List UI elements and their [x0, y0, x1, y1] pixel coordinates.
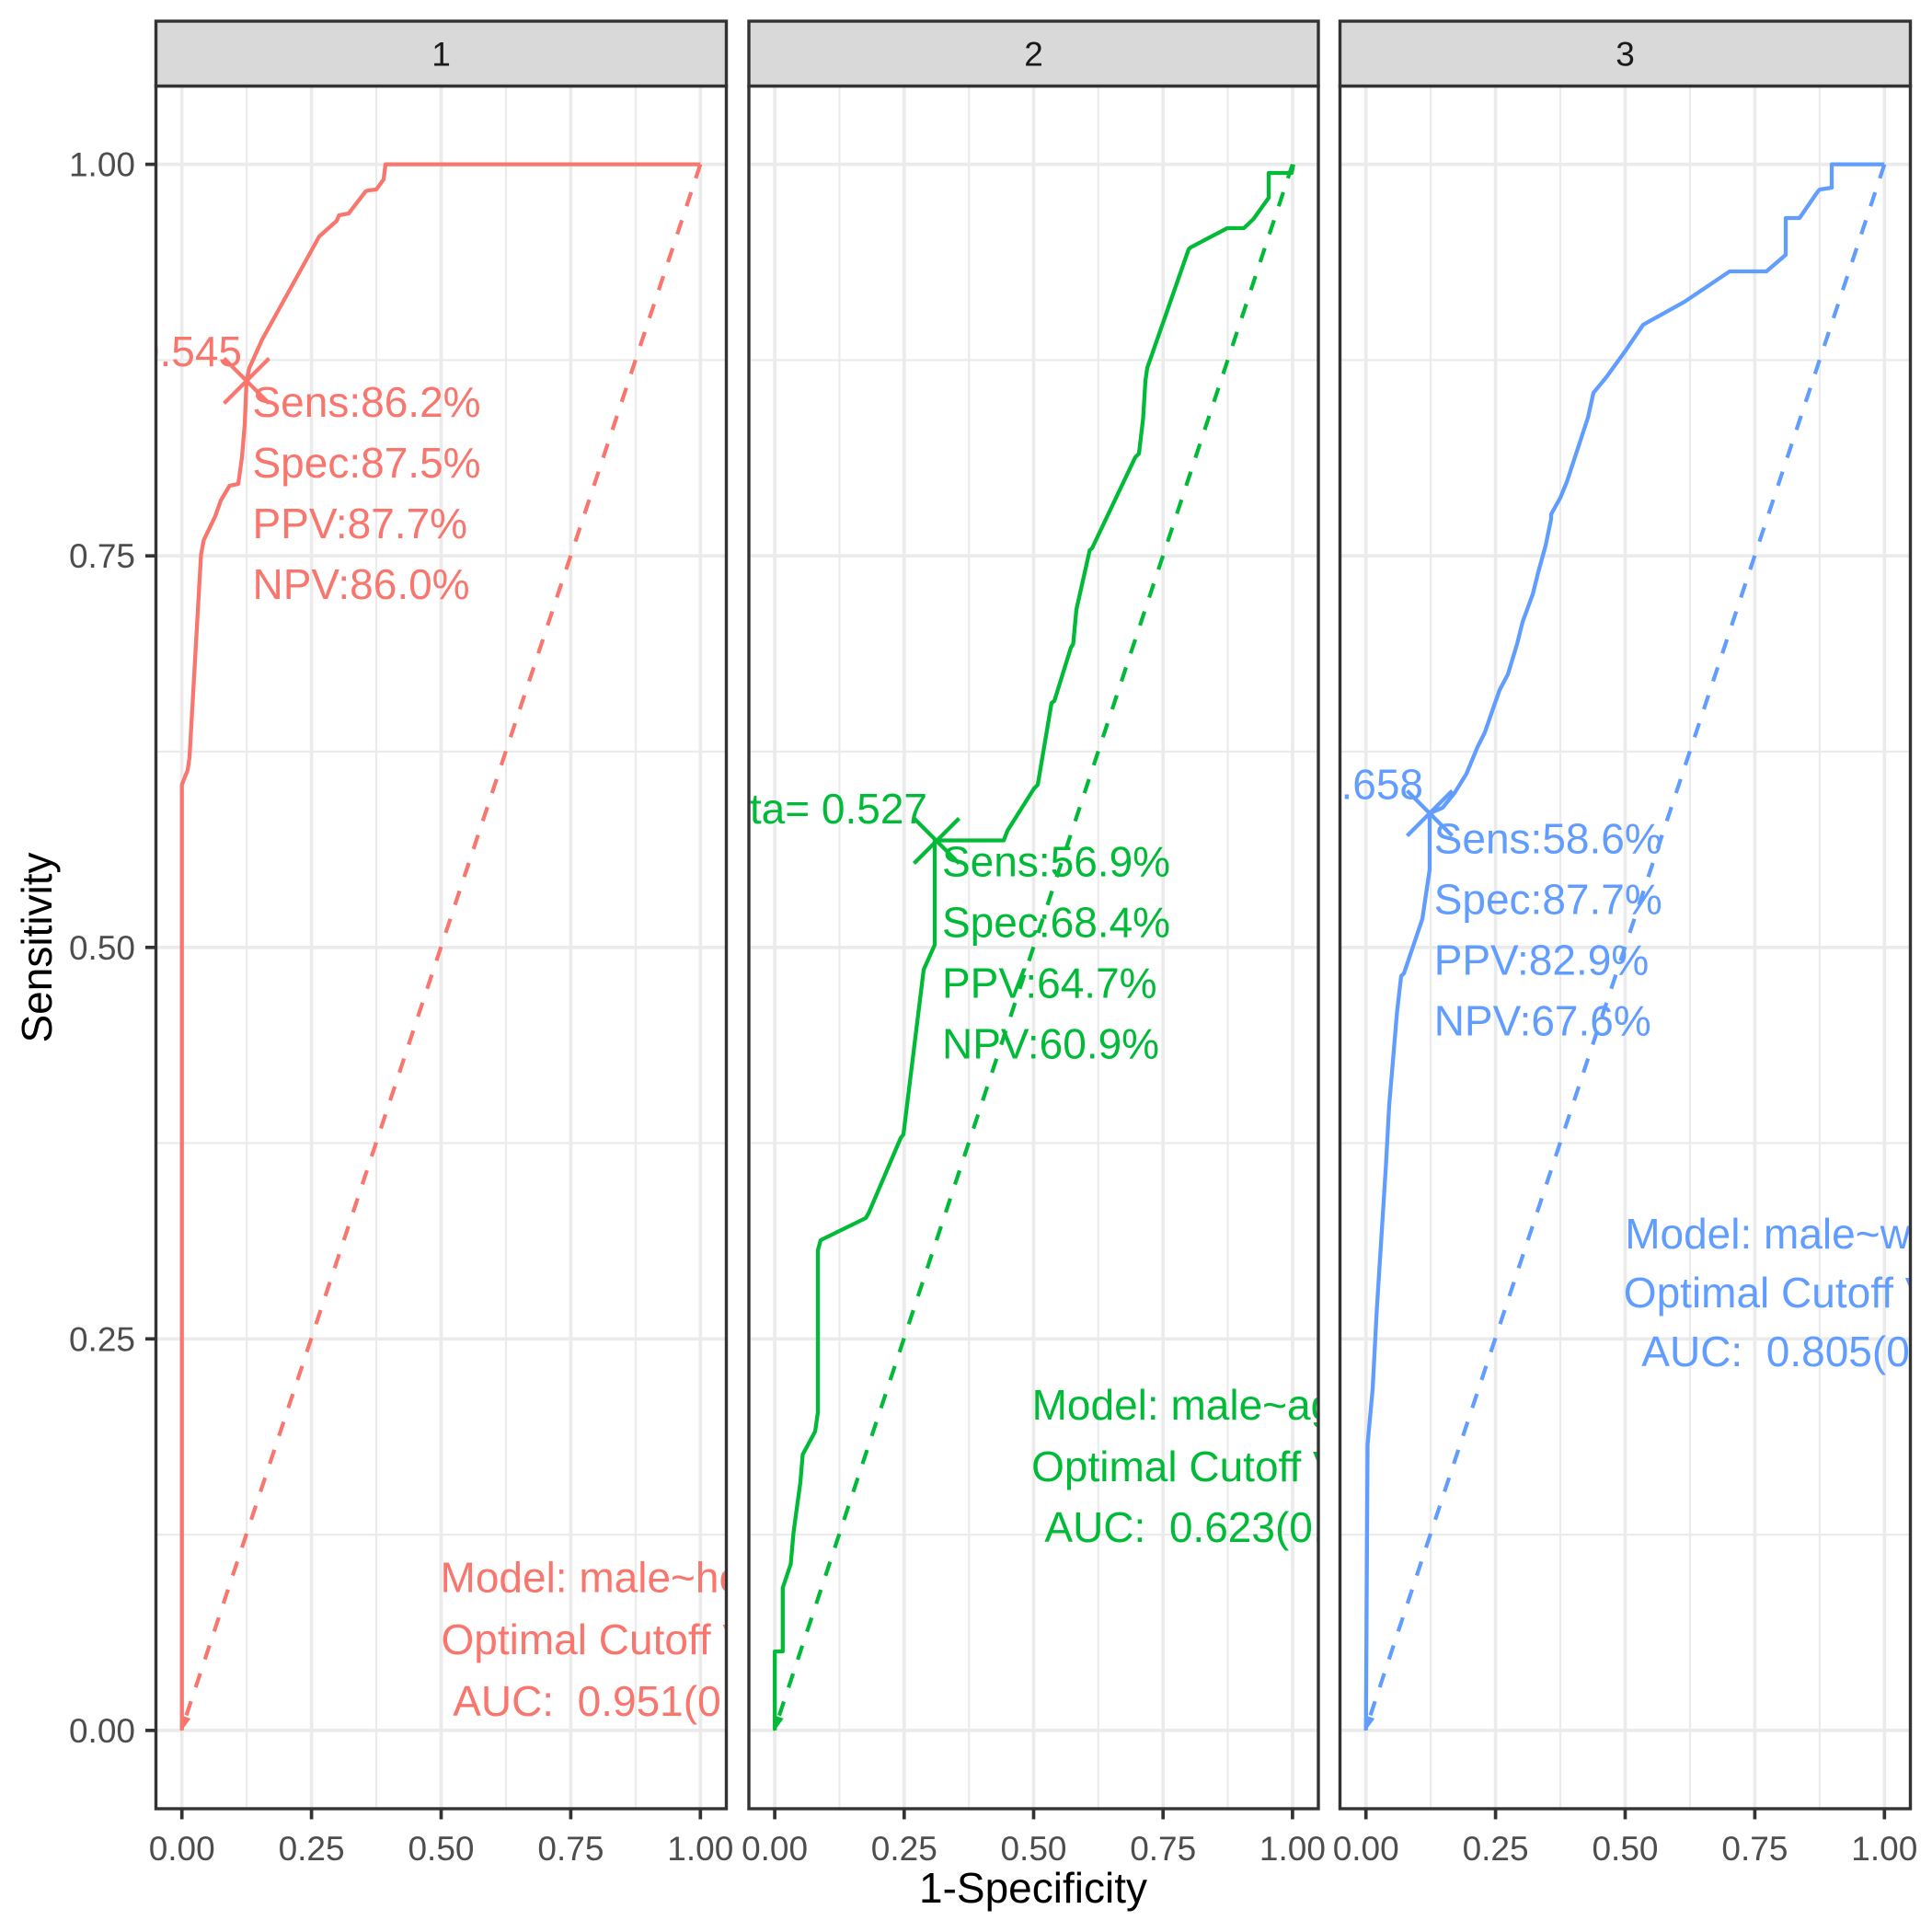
svg-text:Model: male~age: Model: male~age [1032, 1381, 1358, 1429]
svg-text:Spec:87.7%: Spec:87.7% [1434, 876, 1662, 924]
svg-text:PPV:82.9%: PPV:82.9% [1434, 937, 1650, 984]
svg-text:0.25: 0.25 [279, 1830, 345, 1868]
svg-text:1.00: 1.00 [667, 1830, 733, 1868]
svg-text:1.00: 1.00 [69, 146, 135, 184]
svg-text:3: 3 [1616, 36, 1635, 74]
svg-text:Model: male~height: Model: male~height [441, 1554, 811, 1602]
svg-text:1.00: 1.00 [1851, 1830, 1917, 1868]
svg-text:NPV:67.6%: NPV:67.6% [1434, 997, 1651, 1045]
svg-text:0.50: 0.50 [69, 929, 135, 967]
svg-text:PPV:64.7%: PPV:64.7% [942, 959, 1157, 1006]
svg-text:PPV:87.7%: PPV:87.7% [253, 500, 468, 547]
svg-text:Optimal Cutoff Value= 0.527: Optimal Cutoff Value= 0.527 [1031, 1443, 1560, 1490]
svg-text:AUC: 0.623(0.532-0.715): AUC: 0.623(0.532-0.715) [1044, 1503, 1529, 1551]
svg-text:1-Specificity: 1-Specificity [919, 1864, 1147, 1912]
svg-text:Sens:86.2%: Sens:86.2% [253, 378, 481, 426]
svg-text:0.75: 0.75 [1721, 1830, 1788, 1868]
svg-text:1.00: 1.00 [1259, 1830, 1326, 1868]
svg-text:2: 2 [1024, 36, 1043, 74]
svg-text:Optimal Cutoff Value= 0.545: Optimal Cutoff Value= 0.545 [442, 1616, 971, 1663]
svg-text:AUC: 0.951(0.915-0.987): AUC: 0.951(0.915-0.987) [453, 1677, 937, 1725]
svg-text:0.00: 0.00 [1333, 1830, 1399, 1868]
svg-text:Spec:68.4%: Spec:68.4% [942, 898, 1170, 946]
svg-text:0.50: 0.50 [1592, 1830, 1658, 1868]
svg-text:0.75: 0.75 [1130, 1830, 1196, 1868]
svg-text:NPV:60.9%: NPV:60.9% [942, 1019, 1159, 1067]
svg-text:0.25: 0.25 [1463, 1830, 1529, 1868]
svg-text:0.25: 0.25 [69, 1320, 135, 1358]
svg-text:AUC: 0.805(0.733-0.876): AUC: 0.805(0.733-0.876) [1641, 1328, 1932, 1375]
svg-text:0.75: 0.75 [537, 1830, 604, 1868]
svg-text:Model: male~weight: Model: male~weight [1625, 1210, 1932, 1258]
svg-text:beta= 0.527: beta= 0.527 [703, 785, 927, 833]
svg-text:0.75: 0.75 [69, 537, 135, 575]
svg-text:0.50: 0.50 [408, 1830, 474, 1868]
svg-text:Spec:87.5%: Spec:87.5% [253, 439, 481, 487]
svg-text:Sens:56.9%: Sens:56.9% [942, 837, 1170, 885]
svg-text:beta= 0.658: beta= 0.658 [1199, 760, 1423, 808]
svg-text:0.00: 0.00 [69, 1712, 135, 1750]
svg-text:1: 1 [431, 36, 451, 74]
svg-text:0.50: 0.50 [1000, 1830, 1066, 1868]
svg-text:0.00: 0.00 [742, 1830, 808, 1868]
svg-text:0.25: 0.25 [871, 1830, 937, 1868]
svg-text:0.00: 0.00 [149, 1830, 215, 1868]
svg-text:Optimal Cutoff Value= 0.658: Optimal Cutoff Value= 0.658 [1624, 1269, 1932, 1317]
svg-text:Sens:58.6%: Sens:58.6% [1434, 815, 1662, 863]
svg-text:Sensitivity: Sensitivity [13, 852, 61, 1042]
svg-text:NPV:86.0%: NPV:86.0% [253, 560, 470, 608]
svg-text:beta= 0.545: beta= 0.545 [17, 328, 242, 375]
